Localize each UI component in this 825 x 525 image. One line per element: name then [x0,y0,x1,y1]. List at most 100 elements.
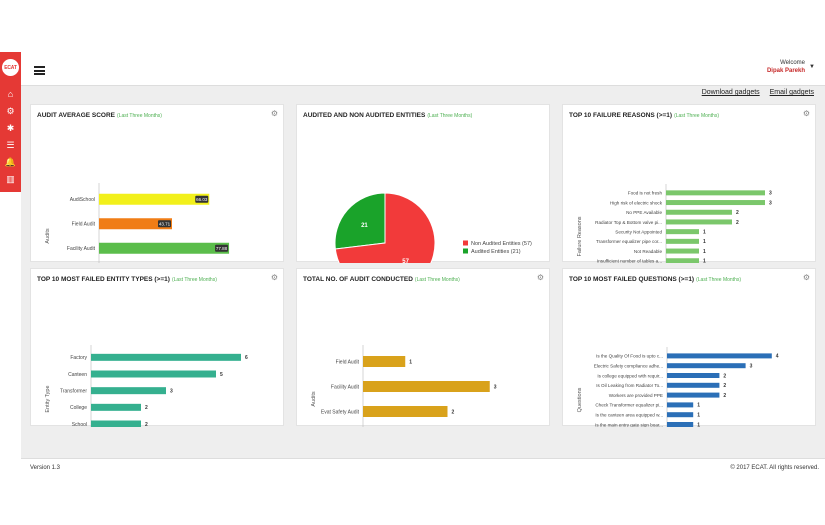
audits-conducted-chart: 01234Audits CountAuditsField Audit1Facil… [311,345,497,427]
y-axis-label: Questions [577,387,583,412]
data-label: 2 [736,210,739,216]
panel-settings-icon[interactable]: ⚙ [802,273,810,282]
audits-conducted-panel: TOTAL NO. OF AUDIT CONDUCTED (Last Three … [296,268,550,427]
data-label-bg [195,195,209,203]
bar [666,248,699,254]
category-label: Field Audit [336,359,360,365]
y-axis-label: Audits [311,391,317,407]
category-label: Food is not fresh [628,191,663,196]
bar [91,387,166,395]
category-label: Radiator Top & Bottom valve pi... [595,220,662,225]
category-label: Workers are provided PPE [609,393,663,398]
legend-label: Non Audited Entities (57) [471,241,532,247]
data-label: 43.71 [159,222,171,227]
chevron-down-icon[interactable]: ▼ [809,64,815,70]
category-label: Insufficient number of tables a... [597,259,662,263]
category-label: Evat Safety Audit [321,409,360,415]
hamburger-menu-icon[interactable] [34,66,45,75]
panel-settings-icon[interactable]: ⚙ [270,109,278,118]
gear-icon[interactable]: ✱ [6,123,15,133]
bar [363,406,448,417]
bar [99,193,210,205]
bar [91,353,241,361]
data-label: 3 [769,191,772,197]
category-label: Is the main entry gate sign boar... [595,422,663,427]
bar [666,209,732,215]
entity-types-chart: 01234567Failure CountEntity TypeFactory6… [45,345,248,427]
panel-title: TOP 10 MOST FAILED ENTITY TYPES (>=1) (La… [37,276,217,283]
bar [363,356,406,367]
legend-swatch [463,240,468,246]
bar [667,422,694,427]
category-label: Security Not Appointed [615,229,662,234]
category-label: Canteen [68,372,87,378]
category-label: Is the Quality Of Food is upto c... [596,354,663,359]
bar [666,200,765,206]
bar [667,353,772,359]
category-label: Transformer equalizer pipe cor... [596,239,662,244]
category-label: Is the canteen area equipped w... [595,413,663,418]
user-name[interactable]: Dipak Parekh [766,68,805,74]
data-label: 1 [697,413,700,419]
bar-chart-icon[interactable]: ▥ [6,174,15,184]
data-label: 2 [723,383,726,389]
version-text: Version 1.3 [30,465,61,471]
list-icon[interactable]: ☰ [6,140,15,150]
bar [666,219,732,225]
panel-title: TOP 10 MOST FAILED QUESTIONS (>=1) (Last … [569,276,742,283]
bar [666,190,765,196]
email-gadgets-link[interactable]: Email gadgets [769,89,814,96]
panel-title: AUDIT AVERAGE SCORE (Last Three Months) [37,112,162,119]
bar [667,382,720,388]
category-label: Is college equipped with requir... [597,373,663,378]
panel-settings-icon[interactable]: ⚙ [270,273,278,282]
bar [666,238,699,244]
data-label: 1 [703,249,706,255]
top-bar: Welcome Dipak Parekh ▼ [21,52,825,86]
bar [667,402,694,408]
category-label: High risk of electric shock [610,200,663,205]
panel-settings-icon[interactable]: ⚙ [536,273,544,282]
bar [91,420,141,427]
home-icon[interactable]: ⌂ [7,89,14,99]
legend-swatch [463,248,468,254]
category-label: College [70,405,87,411]
bell-icon[interactable]: 🔔 [4,157,17,167]
category-label: Facility Audit [67,246,96,252]
bar [667,373,720,378]
category-label: Is Oil Leaking from Radiator To... [596,383,663,388]
data-label: 77.88 [216,246,228,251]
bar [667,392,720,398]
data-label: 2 [145,405,148,411]
legend-label: Audited Entities (21) [471,249,521,255]
bar [91,370,216,378]
copyright-text: © 2017 ECAT. All rights reserved. [730,465,819,471]
category-label: Not Readable [634,249,663,254]
y-axis-label: Entity Type [45,385,51,412]
bar [363,381,490,392]
data-label: 6 [245,355,248,361]
user-menu[interactable]: Welcome Dipak Parekh [767,59,805,75]
panel-title: TOTAL NO. OF AUDIT CONDUCTED (Last Three … [303,276,460,283]
panel-settings-icon[interactable]: ⚙ [802,109,810,118]
bar [666,258,699,263]
panel-title: AUDITED AND NON AUDITED ENTITIES (Last Th… [303,112,473,119]
bar [667,363,746,369]
data-label: 1 [703,259,706,263]
bar [99,218,172,230]
y-axis-label: Audits [45,228,51,244]
slice-label: 21 [361,223,368,229]
sidebar-menu [0,52,21,192]
failed-entity-types-panel: TOP 10 MOST FAILED ENTITY TYPES (>=1) (La… [30,268,284,427]
data-label: 2 [736,220,739,226]
category-label: Facility Audit [331,384,360,390]
download-gadgets-link[interactable]: Download gadgets [701,89,760,96]
category-label: School [72,422,87,427]
bar [666,229,699,235]
footer: Version 1.3 © 2017 ECAT. All rights rese… [21,458,825,476]
category-label: Factory [70,355,87,361]
settings-group-icon[interactable]: ⚙ [6,106,15,116]
bar [99,242,230,254]
data-label: 1 [697,422,700,427]
